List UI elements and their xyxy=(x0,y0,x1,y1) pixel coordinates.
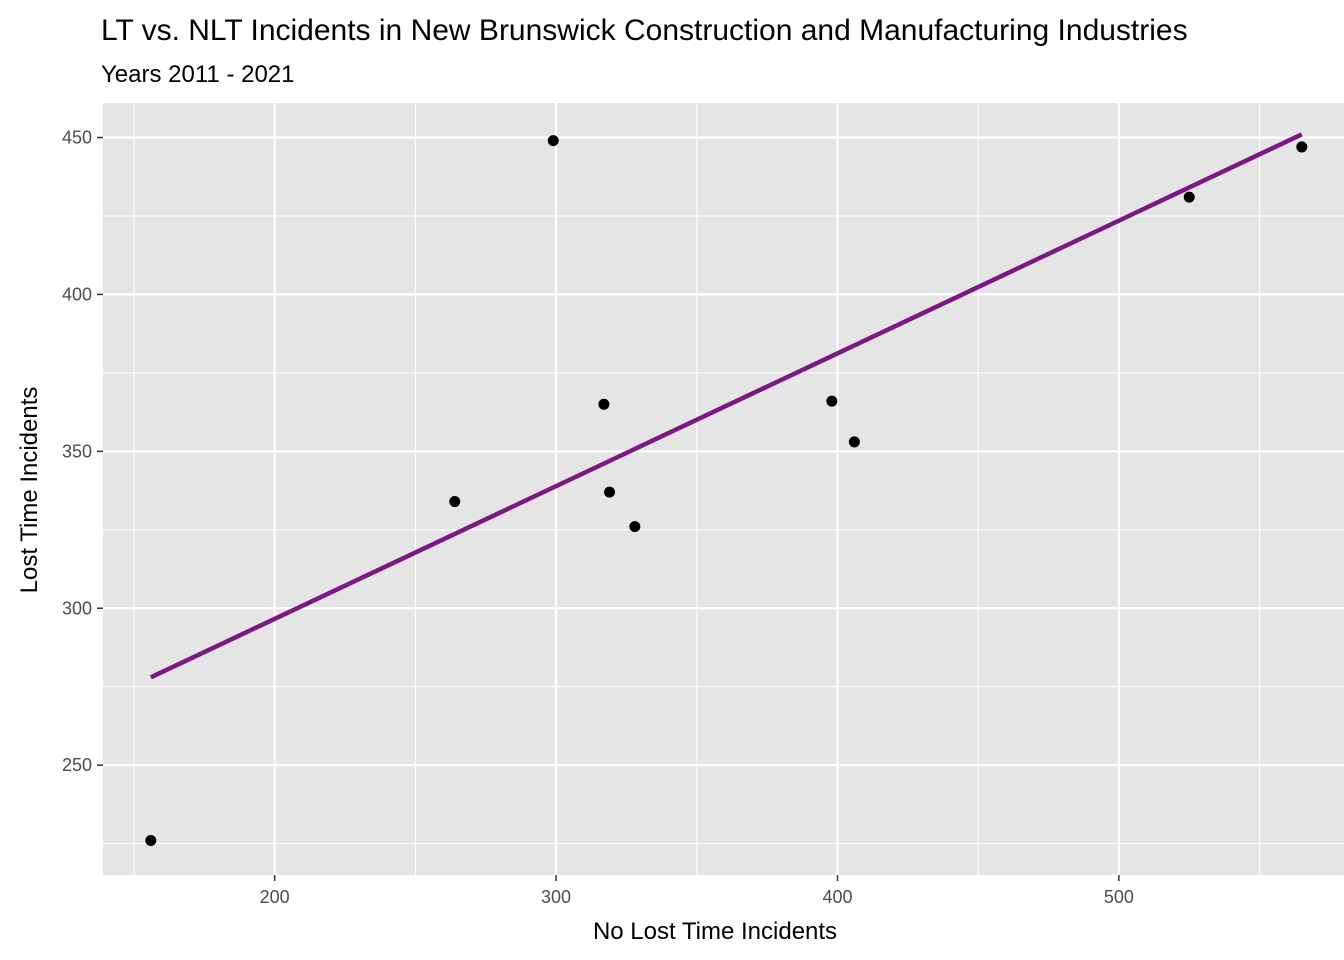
data-point xyxy=(449,496,461,508)
points-layer xyxy=(145,135,1308,846)
x-axis: 200 300 400 500 xyxy=(260,875,1134,907)
data-point xyxy=(629,521,641,533)
data-point xyxy=(604,486,616,498)
y-tick-label: 250 xyxy=(62,755,92,775)
data-point xyxy=(826,395,838,407)
x-tick-label: 400 xyxy=(822,887,852,907)
y-axis-label: Lost Time Incidents xyxy=(16,387,43,594)
x-tick-label: 300 xyxy=(541,887,571,907)
minor-gridlines xyxy=(103,103,1344,875)
chart-title: LT vs. NLT Incidents in New Brunswick Co… xyxy=(101,14,1188,47)
plot-panel xyxy=(103,103,1344,875)
x-tick-label: 200 xyxy=(260,887,290,907)
y-tick-label: 400 xyxy=(62,284,92,304)
chart-subtitle: Years 2011 - 2021 xyxy=(101,61,295,88)
data-point xyxy=(848,436,860,448)
data-point xyxy=(547,135,559,147)
x-axis-label: No Lost Time Incidents xyxy=(593,918,837,945)
y-tick-label: 300 xyxy=(62,598,92,618)
trend-line-layer xyxy=(149,132,1303,680)
y-tick-label: 350 xyxy=(62,441,92,461)
data-point xyxy=(598,398,610,410)
data-point xyxy=(1183,191,1195,203)
trend-line xyxy=(149,132,1303,680)
x-tick-label: 500 xyxy=(1104,887,1134,907)
data-point xyxy=(145,834,157,846)
y-tick-label: 450 xyxy=(62,128,92,148)
data-point xyxy=(1296,141,1308,153)
y-axis: 250 300 350 400 450 xyxy=(62,128,103,775)
major-gridlines xyxy=(103,103,1344,875)
